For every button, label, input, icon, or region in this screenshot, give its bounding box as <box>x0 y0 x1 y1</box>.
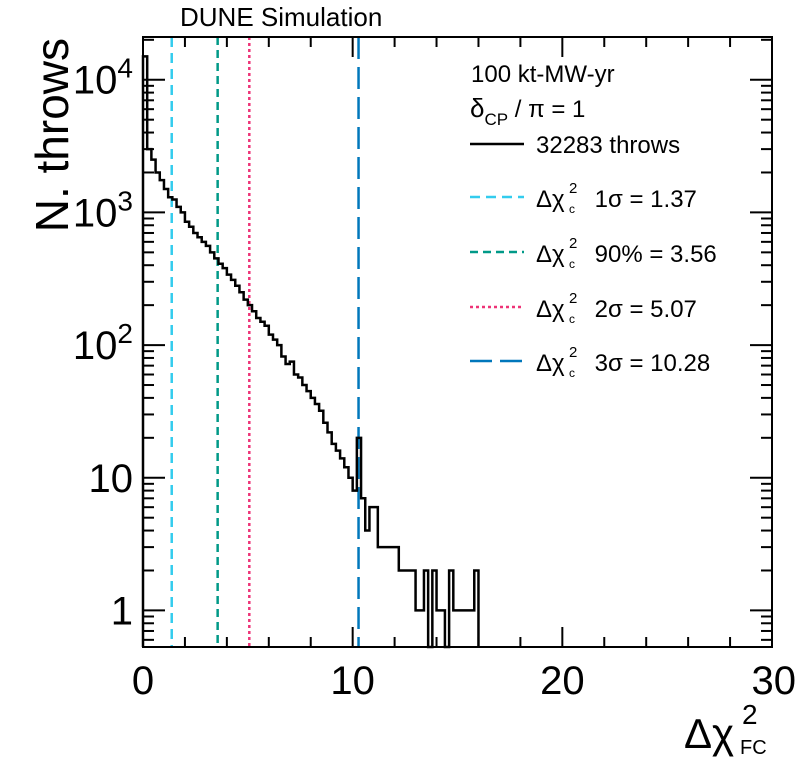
y-tick-label: 1 <box>111 589 133 633</box>
y-tick-label: 104 <box>73 53 133 103</box>
x-axis-label: Δχ 2 FC <box>684 699 767 759</box>
legend-label-4: Δχ 2 c 3σ = 10.28 <box>536 344 710 380</box>
x-tick-label: 20 <box>540 659 585 703</box>
y-tick-label: 103 <box>73 185 133 235</box>
x-tick-label: 30 <box>752 659 796 703</box>
axis-ticks <box>142 37 773 647</box>
threshold-lines <box>170 37 360 647</box>
legend: 100 kt-MW-yr δCP / π = 1 32283 throws Δχ 2 c … <box>470 61 717 380</box>
histogram-series <box>141 55 480 649</box>
histogram-line <box>141 55 480 649</box>
x-tick-label: 0 <box>132 659 154 703</box>
legend-label-histogram: 32283 throws <box>536 132 680 159</box>
x-tick-labels: 0 10 20 30 <box>132 659 796 703</box>
annotation-exposure: 100 kt-MW-yr <box>471 61 615 88</box>
legend-label-2: Δχ 2 c 90% = 3.56 <box>536 235 717 271</box>
y-tick-labels: 1 10 102 103 104 <box>73 53 133 634</box>
plot-frame <box>142 36 773 648</box>
legend-label-3: Δχ 2 c 2σ = 5.07 <box>536 290 697 326</box>
y-axis-label: N. throws <box>26 38 78 232</box>
y-tick-label: 10 <box>89 457 134 501</box>
y-tick-label: 102 <box>73 318 133 368</box>
x-tick-label: 10 <box>330 659 375 703</box>
legend-label-1: Δχ 2 c 1σ = 1.37 <box>536 180 697 216</box>
chart-title: DUNE Simulation <box>180 2 382 32</box>
annotation-deltacp: δCP / π = 1 <box>470 93 585 129</box>
